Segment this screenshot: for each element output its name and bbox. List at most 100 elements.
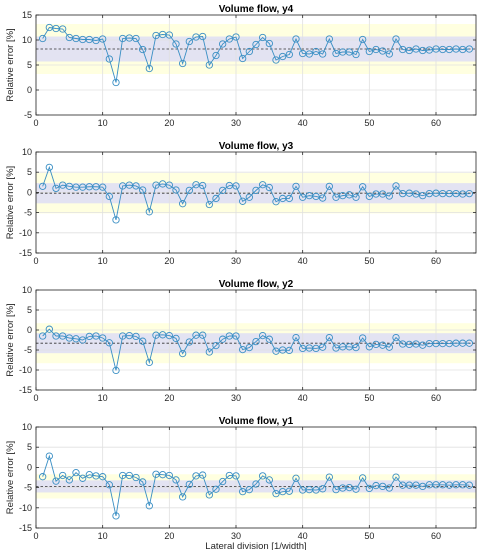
data-point [172, 476, 180, 484]
data-point [105, 339, 113, 347]
data-point [252, 186, 260, 195]
data-point [225, 35, 233, 43]
data-point [325, 35, 333, 43]
data-point [79, 336, 87, 344]
y-tick-label: 0 [27, 325, 32, 335]
data-point [185, 338, 193, 346]
x-tick-label: 60 [431, 393, 441, 403]
y-tick-label: 5 [27, 305, 32, 315]
y-tick-label: 0 [27, 85, 32, 95]
data-point [165, 181, 173, 189]
data-point [312, 486, 320, 494]
data-point [112, 78, 120, 87]
y-tick-label: -10 [19, 365, 32, 375]
data-point [99, 35, 107, 43]
data-point [99, 473, 107, 481]
data-point [165, 31, 173, 39]
data-point [265, 183, 273, 192]
data-point [59, 471, 67, 480]
data-point [365, 484, 373, 493]
data-point [465, 481, 473, 489]
y-tick-label: 10 [22, 285, 32, 295]
data-point [59, 25, 67, 33]
y-axis-label: Relative error [%] [5, 441, 16, 514]
data-point [412, 340, 420, 348]
data-point [272, 198, 280, 206]
y-axis-label: Relative error [%] [5, 28, 16, 101]
data-point [285, 346, 293, 355]
data-point [152, 181, 160, 189]
data-point [419, 191, 427, 200]
y-tick-label: -5 [24, 110, 32, 120]
data-point [205, 491, 213, 499]
data-point [359, 183, 367, 191]
data-point [239, 197, 247, 205]
chart-title: Volume flow, y1 [219, 416, 294, 427]
data-point [165, 471, 173, 480]
data-point [52, 477, 60, 485]
data-point [332, 344, 340, 352]
data-point [232, 33, 240, 41]
data-point [79, 474, 87, 482]
y-tick-label: -15 [19, 523, 32, 533]
x-tick-label: 50 [364, 393, 374, 403]
data-point [39, 34, 47, 43]
x-tick-label: 30 [231, 531, 241, 541]
axes-frame [35, 151, 477, 254]
data-point [265, 335, 273, 343]
data-point [285, 50, 293, 59]
data-point [325, 333, 333, 342]
data-point [412, 481, 420, 489]
data-point [365, 47, 373, 56]
data-point [39, 473, 47, 481]
x-tick-label: 10 [98, 118, 108, 128]
data-point [365, 343, 373, 351]
data-point [199, 331, 207, 339]
data-point [145, 358, 153, 367]
data-point [419, 341, 427, 349]
data-point [272, 490, 280, 498]
data-point [199, 181, 207, 190]
data-point [132, 34, 140, 43]
data-point [359, 35, 367, 44]
data-point [312, 192, 320, 201]
data-point [292, 35, 300, 43]
data-point [272, 347, 280, 355]
data-point [39, 182, 47, 190]
data-point [279, 52, 287, 61]
data-point [232, 472, 240, 480]
y-tick-label: 10 [22, 422, 32, 432]
data-point [45, 452, 53, 460]
data-point [312, 47, 320, 56]
data-point [239, 487, 247, 496]
data-point [145, 502, 153, 510]
x-tick-label: 50 [364, 118, 374, 128]
data-point [379, 341, 387, 349]
data-point [392, 473, 400, 481]
data-point [265, 39, 273, 48]
data-point [365, 192, 373, 201]
x-tick-label: 10 [98, 256, 108, 266]
data-point [139, 478, 147, 486]
y-tick-label: -15 [19, 248, 32, 258]
data-point [359, 474, 367, 482]
data-point [105, 481, 113, 489]
data-point [59, 181, 67, 189]
data-point [352, 485, 360, 493]
data-point [392, 35, 400, 43]
x-tick-label: 30 [231, 256, 241, 266]
data-point [72, 469, 80, 477]
data-point [259, 33, 267, 42]
data-point [325, 473, 333, 481]
data-point [159, 180, 167, 188]
y-tick-label: -10 [19, 228, 32, 238]
x-tick-label: 40 [298, 256, 308, 266]
data-point [332, 485, 340, 494]
y-tick-label: 10 [22, 147, 32, 157]
x-tick-label: 20 [164, 393, 174, 403]
x-tick-label: 30 [231, 118, 241, 128]
chart-title: Volume flow, y4 [219, 4, 294, 15]
data-point [465, 189, 473, 198]
x-tick-label: 10 [98, 393, 108, 403]
